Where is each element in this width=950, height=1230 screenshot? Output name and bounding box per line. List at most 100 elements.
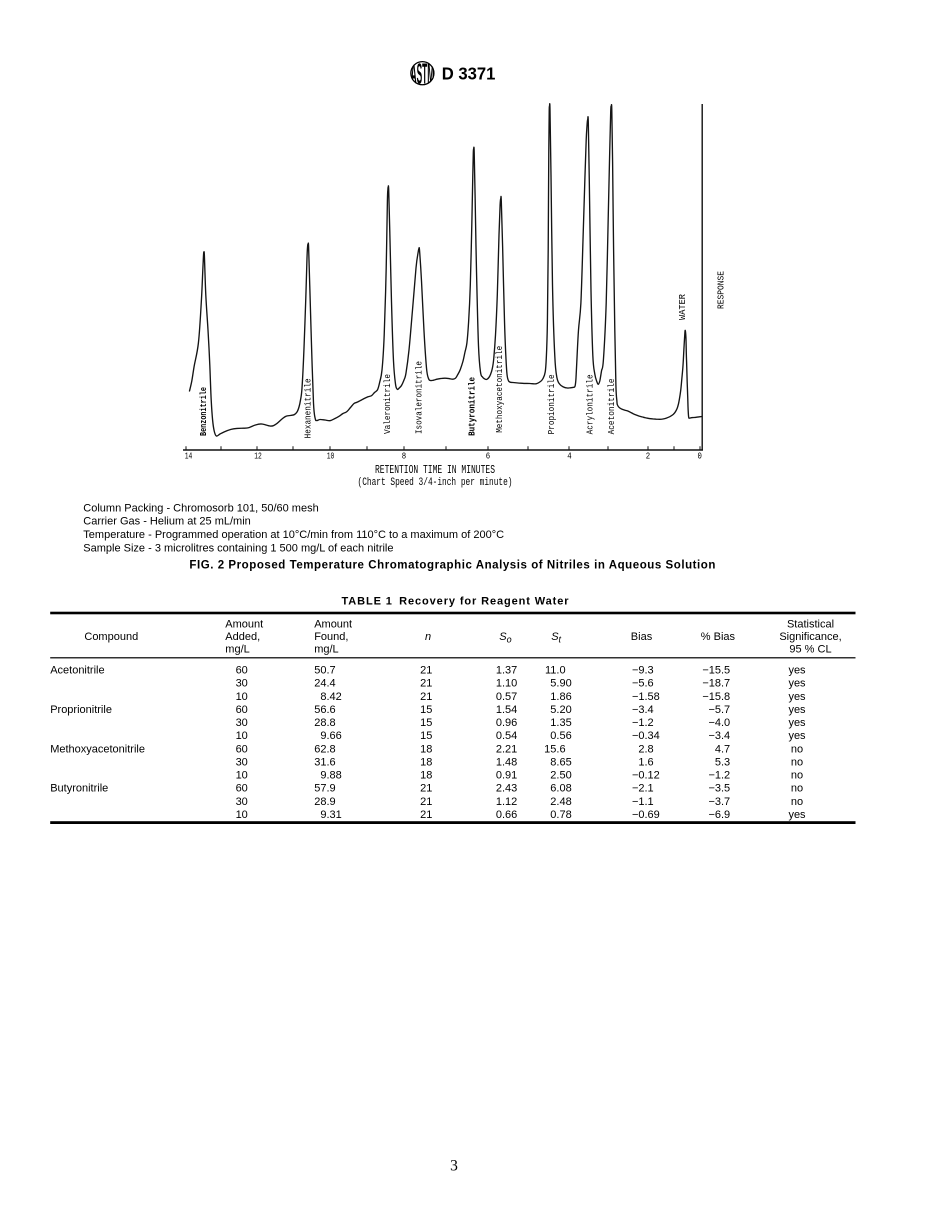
svg-text:1: 1: [496, 678, 502, 690]
svg-text:2: 2: [550, 770, 556, 782]
svg-text:.0: .0: [721, 717, 730, 729]
svg-text:.90: .90: [556, 678, 571, 690]
svg-text:−3: −3: [708, 796, 721, 808]
svg-text:Benzonitrile: Benzonitrile: [198, 387, 209, 436]
svg-text:10: 10: [236, 691, 248, 703]
svg-text:30: 30: [236, 796, 248, 808]
svg-text:.91: .91: [502, 770, 517, 782]
svg-text:.96: .96: [502, 717, 517, 729]
svg-text:.10: .10: [502, 678, 517, 690]
svg-text:.6: .6: [645, 756, 654, 768]
svg-text:0: 0: [496, 809, 502, 821]
svg-text:Compound: Compound: [84, 631, 138, 643]
svg-text:18: 18: [420, 743, 432, 755]
svg-text:−6: −6: [708, 809, 721, 821]
svg-text:15: 15: [420, 730, 432, 742]
svg-text:mg/L: mg/L: [314, 644, 338, 656]
svg-text:Column Packing - Chromosorb 10: Column Packing - Chromosorb 101, 50/60 m…: [83, 502, 318, 514]
svg-text:.9: .9: [327, 796, 336, 808]
svg-text:5: 5: [715, 756, 721, 768]
svg-text:.1: .1: [645, 783, 654, 795]
svg-text:8: 8: [402, 452, 406, 462]
svg-text:9: 9: [320, 770, 326, 782]
svg-text:Statistical: Statistical: [787, 619, 834, 631]
svg-text:.5: .5: [721, 665, 730, 677]
svg-text:RETENTION TIME IN MINUTES: RETENTION TIME IN MINUTES: [375, 464, 495, 477]
svg-text:.4: .4: [721, 730, 730, 742]
svg-text:.8: .8: [327, 743, 336, 755]
svg-text:.12: .12: [502, 796, 517, 808]
svg-text:Amount: Amount: [225, 619, 263, 631]
svg-text:.34: .34: [645, 730, 660, 742]
svg-text:21: 21: [420, 691, 432, 703]
svg-text:30: 30: [236, 678, 248, 690]
svg-text:−5: −5: [632, 678, 645, 690]
svg-text:−1: −1: [632, 717, 645, 729]
svg-text:Temperature - Programmed opera: Temperature - Programmed operation at 10…: [83, 529, 504, 541]
svg-text:Hexanenitrile: Hexanenitrile: [302, 378, 313, 438]
svg-text:Methoxyacetonitrile: Methoxyacetonitrile: [50, 743, 145, 755]
svg-text:n: n: [425, 631, 431, 643]
svg-text:5: 5: [550, 678, 556, 690]
svg-text:15: 15: [420, 717, 432, 729]
svg-text:Amount: Amount: [314, 619, 352, 631]
svg-text:60: 60: [236, 783, 248, 795]
svg-text:21: 21: [420, 783, 432, 795]
svg-text:Proprionitrile: Proprionitrile: [50, 704, 112, 716]
svg-text:−15: −15: [702, 665, 721, 677]
svg-text:TABLE 1 Recovery for Reagent W: TABLE 1 Recovery for Reagent Water: [342, 595, 570, 607]
svg-text:.86: .86: [556, 691, 571, 703]
svg-text:0: 0: [550, 809, 556, 821]
svg-text:Bias: Bias: [631, 631, 653, 643]
svg-text:Propionitrile: Propionitrile: [546, 374, 557, 434]
svg-text:Carrier Gas - Helium at 25 mL/: Carrier Gas - Helium at 25 mL/min: [83, 516, 251, 528]
svg-text:2: 2: [638, 743, 644, 755]
svg-text:−0: −0: [632, 809, 645, 821]
svg-text:2: 2: [496, 783, 502, 795]
svg-text:2: 2: [646, 452, 650, 462]
svg-text:FIG. 2 Proposed Temperature Ch: FIG. 2 Proposed Temperature Chromatograp…: [189, 560, 715, 572]
svg-text:62: 62: [314, 743, 326, 755]
svg-text:.3: .3: [721, 756, 730, 768]
svg-text:12: 12: [254, 452, 262, 462]
svg-text:.6: .6: [645, 678, 654, 690]
svg-text:8: 8: [550, 756, 556, 768]
svg-text:6: 6: [486, 452, 490, 462]
svg-text:.42: .42: [327, 691, 342, 703]
svg-text:no: no: [791, 770, 803, 782]
svg-text:yes: yes: [788, 717, 806, 729]
svg-text:yes: yes: [788, 665, 806, 677]
svg-text:.1: .1: [645, 796, 654, 808]
svg-text:.4: .4: [645, 704, 654, 716]
svg-text:−15: −15: [702, 691, 721, 703]
svg-text:.7: .7: [721, 704, 730, 716]
svg-text:60: 60: [236, 665, 248, 677]
svg-text:.2: .2: [645, 717, 654, 729]
svg-text:5: 5: [550, 704, 556, 716]
svg-text:1: 1: [496, 796, 502, 808]
svg-text:mg/L: mg/L: [225, 644, 249, 656]
svg-text:.8: .8: [721, 691, 730, 703]
svg-text:0: 0: [698, 452, 702, 462]
svg-text:9: 9: [320, 809, 326, 821]
svg-text:−1: −1: [708, 770, 721, 782]
svg-text:.37: .37: [502, 665, 517, 677]
svg-text:57: 57: [314, 783, 326, 795]
svg-text:D 3371: D 3371: [442, 64, 496, 84]
svg-text:31: 31: [314, 756, 326, 768]
svg-text:30: 30: [236, 717, 248, 729]
svg-text:.3: .3: [645, 665, 654, 677]
svg-text:10: 10: [327, 452, 335, 462]
svg-text:.8: .8: [327, 717, 336, 729]
svg-text:−3: −3: [708, 783, 721, 795]
svg-text:Significance,: Significance,: [779, 631, 841, 643]
svg-text:21: 21: [420, 809, 432, 821]
svg-text:Methoxyacetonitrile: Methoxyacetonitrile: [494, 346, 505, 433]
svg-text:0: 0: [550, 730, 556, 742]
svg-text:.21: .21: [502, 743, 517, 755]
svg-text:21: 21: [420, 678, 432, 690]
svg-text:0: 0: [496, 717, 502, 729]
svg-text:50: 50: [314, 665, 326, 677]
svg-text:Acrylonitrile: Acrylonitrile: [585, 374, 596, 434]
svg-text:.6: .6: [556, 743, 565, 755]
